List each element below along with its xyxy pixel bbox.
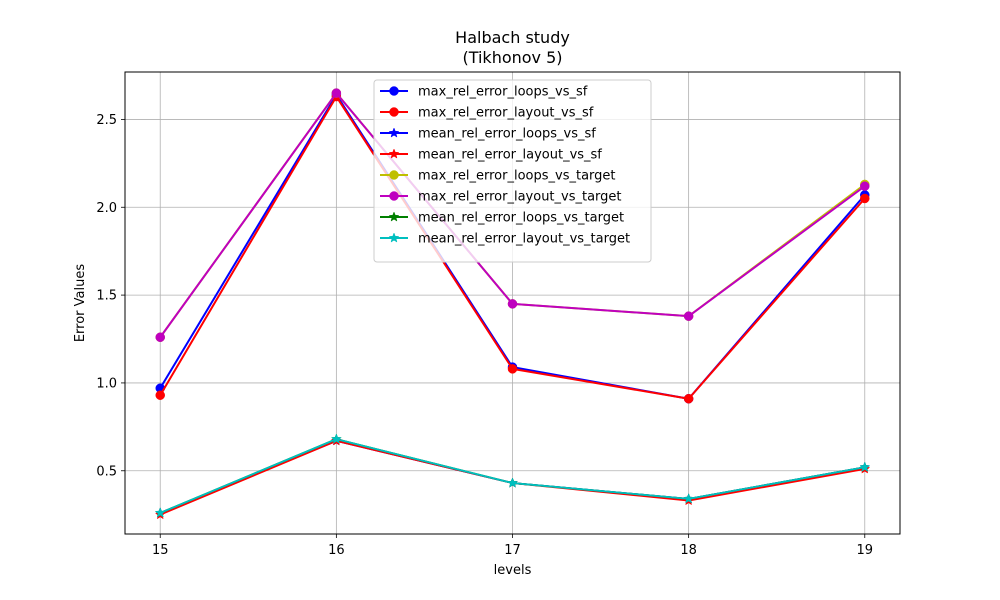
legend-label: mean_rel_error_loops_vs_sf [418,127,596,142]
x-tick-label: 16 [328,543,345,558]
data-point [507,364,518,374]
legend-box [373,79,652,263]
legend-label: max_rel_error_layout_vs_target [418,190,622,205]
chart-subtitle: (Tikhonov 5) [462,48,562,67]
y-tick-label: 1.0 [96,376,117,391]
data-point [507,299,518,309]
series-mean_rel_error_layout_vs_target [154,433,871,518]
data-point [507,477,518,488]
data-point [331,88,342,98]
y-tick-label: 2.5 [96,113,117,128]
data-point [154,507,166,518]
y-axis-label: Error Values [73,264,88,343]
legend-item: max_rel_error_loops_vs_target [380,169,616,184]
axis-ticks: 15 16 17 18 19 0.5 1.0 1.5 2.0 2.5 [96,113,873,558]
legend-label: max_rel_error_loops_vs_target [418,169,616,184]
data-point [859,461,871,472]
legend-item: max_rel_error_loops_vs_sf [380,85,588,100]
legend-marker [389,170,399,180]
legend-label: mean_rel_error_layout_vs_target [418,232,630,247]
legend-marker [388,127,400,138]
legend-marker [388,232,400,243]
legend-item: mean_rel_error_layout_vs_sf [380,148,602,163]
y-tick-label: 2.0 [96,201,117,216]
series-max_rel_error_layout_vs_target [155,88,870,343]
data-point [155,332,165,343]
y-tick-label: 0.5 [96,464,117,479]
legend: max_rel_error_loops_vs_sf max_rel_error_l… [373,79,652,263]
x-tick-label: 18 [680,543,697,558]
data-point [860,181,870,191]
data-point [683,493,695,504]
data-point [683,393,694,404]
data-point [683,311,694,321]
legend-label: max_rel_error_loops_vs_sf [418,85,588,100]
series-layer [154,88,871,520]
x-axis-label: levels [494,563,532,578]
legend-marker [388,211,400,222]
x-tick-label: 15 [152,543,169,558]
legend-item: mean_rel_error_loops_vs_target [380,211,624,226]
x-tick-label: 17 [504,543,521,558]
legend-label: mean_rel_error_layout_vs_sf [418,148,602,163]
legend-label: mean_rel_error_loops_vs_target [418,211,624,226]
chart-title: Halbach study [455,28,570,47]
legend-item: max_rel_error_layout_vs_target [380,190,622,205]
legend-marker [389,86,399,96]
legend-item: max_rel_error_layout_vs_sf [380,106,594,121]
legend-item: mean_rel_error_loops_vs_sf [380,127,596,142]
data-point [860,193,870,204]
x-tick-label: 19 [856,543,873,558]
data-point [155,390,165,400]
legend-label: max_rel_error_layout_vs_sf [418,106,594,121]
data-point [330,433,342,444]
legend-item: mean_rel_error_layout_vs_target [380,232,630,247]
y-tick-label: 1.5 [96,289,117,304]
legend-marker [388,148,400,159]
legend-marker [389,191,399,201]
legend-marker [389,107,399,117]
